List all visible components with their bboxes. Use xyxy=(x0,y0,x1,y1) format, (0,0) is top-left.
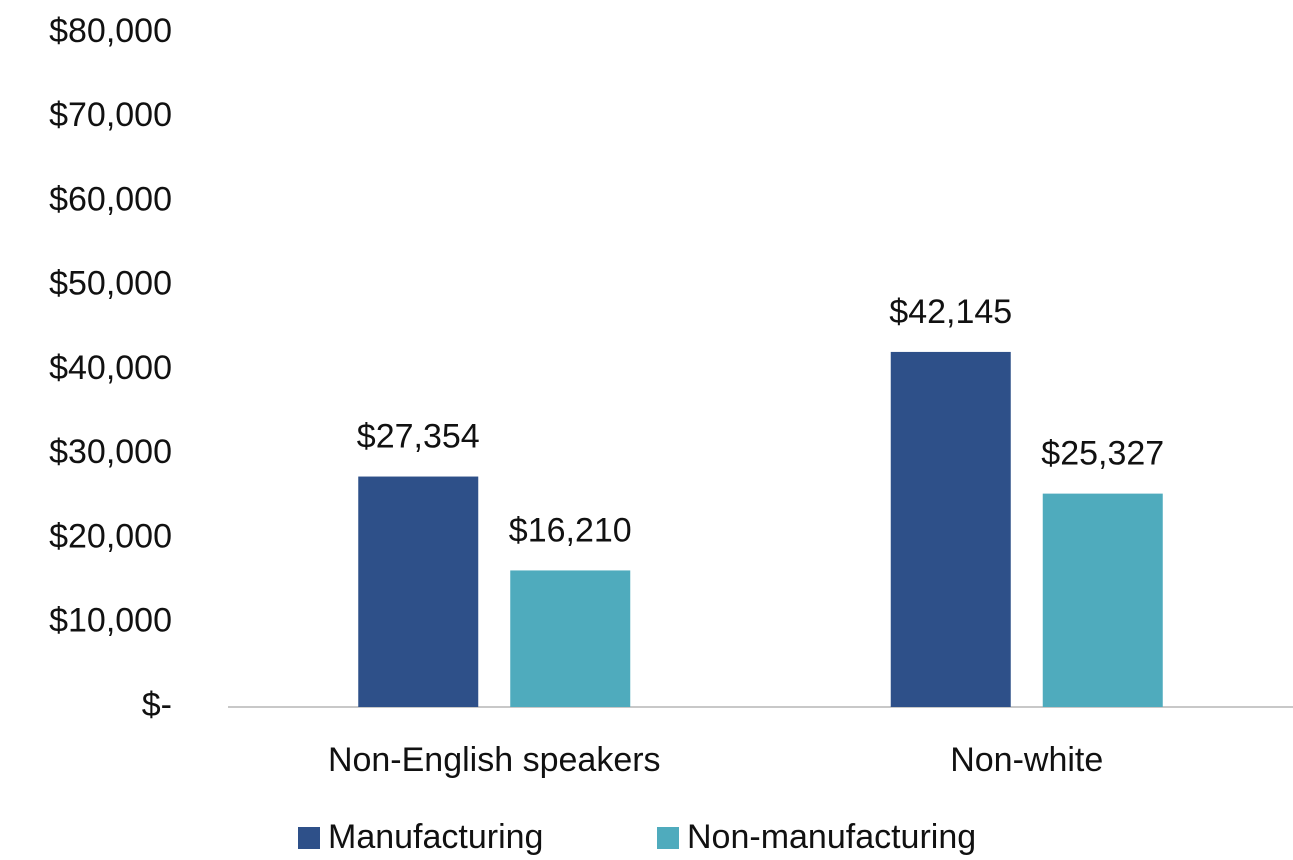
bar xyxy=(890,351,1011,707)
y-tick-label: $70,000 xyxy=(49,96,172,134)
y-tick-label: $20,000 xyxy=(49,517,172,555)
bar xyxy=(510,570,631,707)
legend-swatch xyxy=(657,827,679,849)
y-tick-label: $40,000 xyxy=(49,349,172,387)
x-tick-label: Non-white xyxy=(950,741,1103,779)
y-tick-label: $10,000 xyxy=(49,602,172,640)
value-label: $27,354 xyxy=(357,418,480,456)
bar xyxy=(1042,493,1163,707)
x-tick-label: Non-English speakers xyxy=(328,741,661,779)
y-tick-label: $50,000 xyxy=(49,265,172,303)
y-tick-label: $30,000 xyxy=(49,433,172,471)
value-label: $16,210 xyxy=(509,511,632,549)
y-tick-label: $80,000 xyxy=(49,12,172,50)
value-label: $42,145 xyxy=(889,293,1012,331)
legend-label: Manufacturing xyxy=(328,818,543,856)
legend-label: Non-manufacturing xyxy=(687,818,976,856)
y-tick-label: $60,000 xyxy=(49,180,172,218)
legend-swatch xyxy=(298,827,320,849)
bar xyxy=(358,476,479,707)
y-tick-label: $- xyxy=(142,686,172,724)
value-label: $25,327 xyxy=(1041,435,1164,473)
